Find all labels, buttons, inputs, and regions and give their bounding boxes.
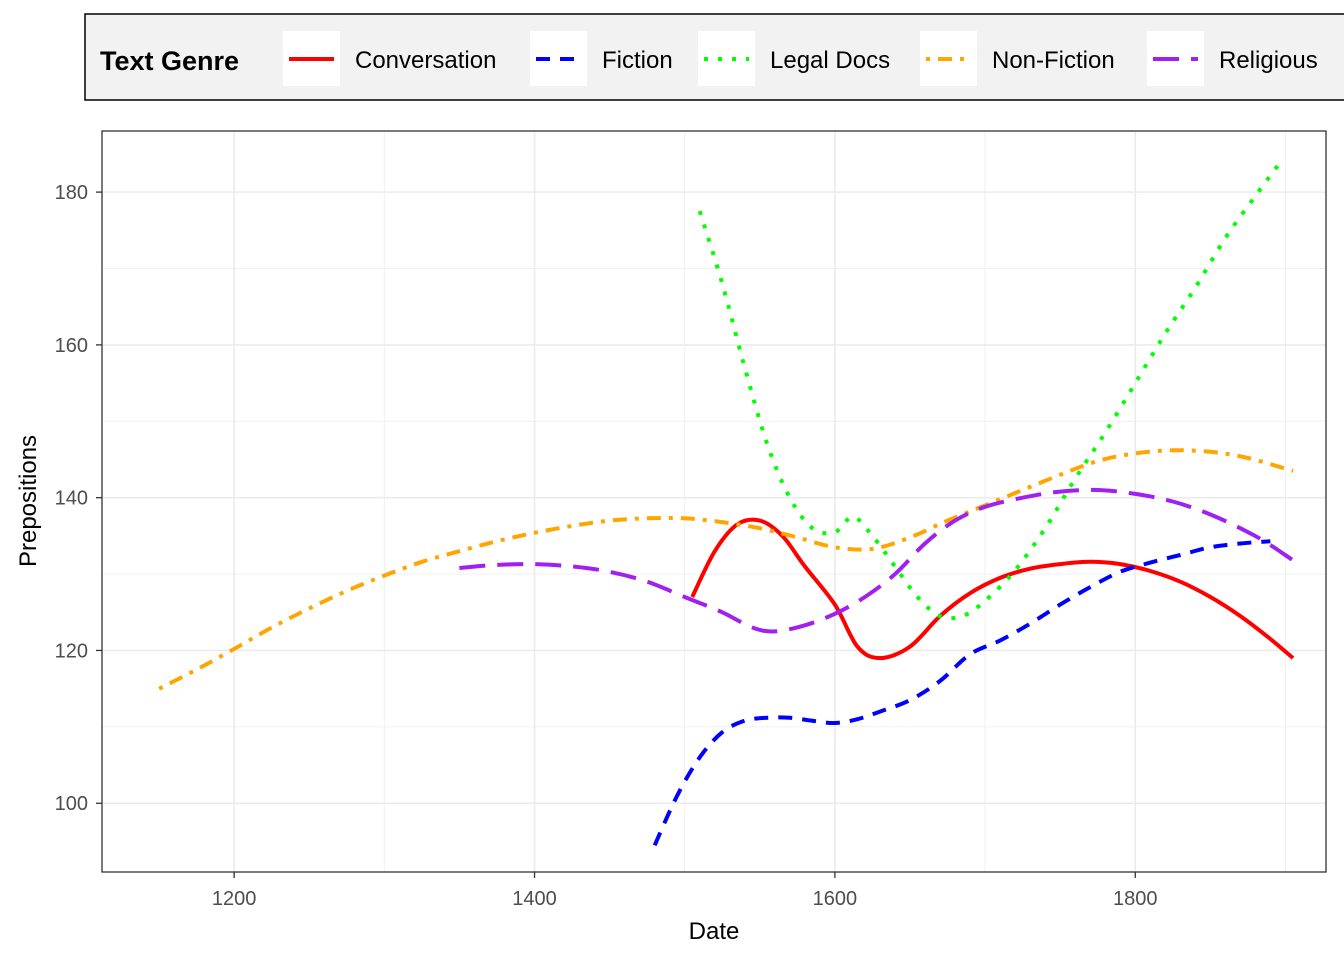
series-line-religious: [459, 487, 1295, 634]
x-tick-label: 1800: [1113, 888, 1158, 910]
legend-title: Text Genre: [100, 46, 239, 76]
y-tick-label: 180: [55, 182, 88, 204]
y-axis-title: Prepositions: [15, 435, 42, 567]
y-tick-label: 120: [55, 640, 88, 662]
legend-label-fiction: Fiction: [602, 47, 673, 74]
legend: Text Genre Conversation Fiction Legal Docs…: [84, 13, 1344, 101]
x-axis-title: Date: [689, 918, 740, 945]
y-axis: 100 120 140 160 180: [55, 182, 102, 815]
series-line-fiction: [652, 539, 1271, 847]
series-line-non-fiction: [158, 448, 1294, 691]
y-tick-label: 100: [55, 793, 88, 815]
legend-label-religious: Religious: [1219, 47, 1318, 74]
panel-border: [101, 130, 1327, 873]
legend-label-conversation: Conversation: [355, 47, 496, 74]
legend-label-non-fiction: Non-Fiction: [992, 47, 1115, 74]
major-gridlines: [102, 131, 1326, 872]
x-axis: 1200 1400 1600 1800: [212, 872, 1158, 910]
minor-gridlines: [102, 131, 1326, 872]
plot-panel: [101, 130, 1327, 873]
legend-label-legal-docs: Legal Docs: [770, 47, 890, 74]
y-tick-label: 160: [55, 335, 88, 357]
x-tick-label: 1200: [212, 888, 257, 910]
series-lines: [158, 164, 1295, 847]
x-tick-label: 1600: [813, 888, 858, 910]
series-line-conversation: [690, 517, 1295, 661]
panel-background: [102, 131, 1326, 872]
x-tick-label: 1400: [512, 888, 557, 910]
y-tick-label: 140: [55, 488, 88, 510]
